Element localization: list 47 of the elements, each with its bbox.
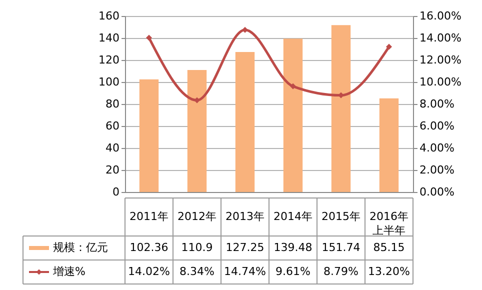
data-label: 85.15 — [373, 241, 405, 254]
y-tick-label: 140 — [98, 32, 120, 44]
data-label: 102.36 — [130, 241, 168, 254]
x-tick-label: 2014年 — [274, 210, 312, 223]
bar — [187, 70, 207, 192]
x-tick-label: 2015年 — [322, 210, 360, 223]
data-label: 151.74 — [322, 241, 360, 254]
x-tick-label: 2013年 — [226, 210, 264, 223]
y-tick-label: 120 — [98, 54, 120, 66]
y-tick-label: 160 — [98, 10, 120, 22]
data-label: 139.48 — [274, 241, 312, 254]
bar — [139, 79, 159, 192]
y2-tick-label: 10.00% — [420, 76, 462, 88]
data-label: 127.25 — [226, 241, 264, 254]
x-tick-label: 2011年 — [130, 210, 168, 223]
y2-tick-label: 6.00% — [420, 120, 454, 132]
y2-tick-label: 4.00% — [420, 142, 454, 154]
bar — [283, 38, 303, 192]
y2-tick-label: 14.00% — [420, 32, 462, 44]
y2-tick-label: 0.00% — [420, 186, 454, 198]
data-label: 8.34% — [180, 265, 214, 278]
y2-tick-label: 16.00% — [420, 10, 462, 22]
bar — [379, 98, 399, 192]
y2-tick-label: 2.00% — [420, 164, 454, 176]
legend-label: 增速% — [52, 265, 86, 278]
bar — [235, 52, 255, 192]
y-tick-label: 80 — [106, 98, 120, 110]
data-label: 8.79% — [324, 265, 358, 278]
data-label: 9.61% — [276, 265, 310, 278]
bar — [331, 25, 351, 192]
y2-tick-label: 8.00% — [420, 98, 454, 110]
y2-tick-label: 12.00% — [420, 54, 462, 66]
point — [290, 83, 296, 90]
data-label: 13.20% — [368, 265, 410, 278]
point — [146, 34, 152, 41]
x-tick-label: 2012年 — [178, 210, 216, 223]
data-label: 14.74% — [224, 265, 266, 278]
point — [386, 44, 392, 50]
y-tick-label: 40 — [106, 142, 120, 154]
y-tick-label: 60 — [106, 120, 120, 132]
y-tick-label: 20 — [106, 164, 120, 176]
legend-label: 规模：亿元 — [53, 241, 108, 254]
y-tick-label: 100 — [98, 76, 120, 88]
data-label: 110.9 — [181, 241, 213, 254]
data-label: 14.02% — [128, 265, 170, 278]
y-tick-label: 0 — [112, 186, 120, 198]
x-tick-label: 2016年上半年 — [370, 210, 408, 237]
